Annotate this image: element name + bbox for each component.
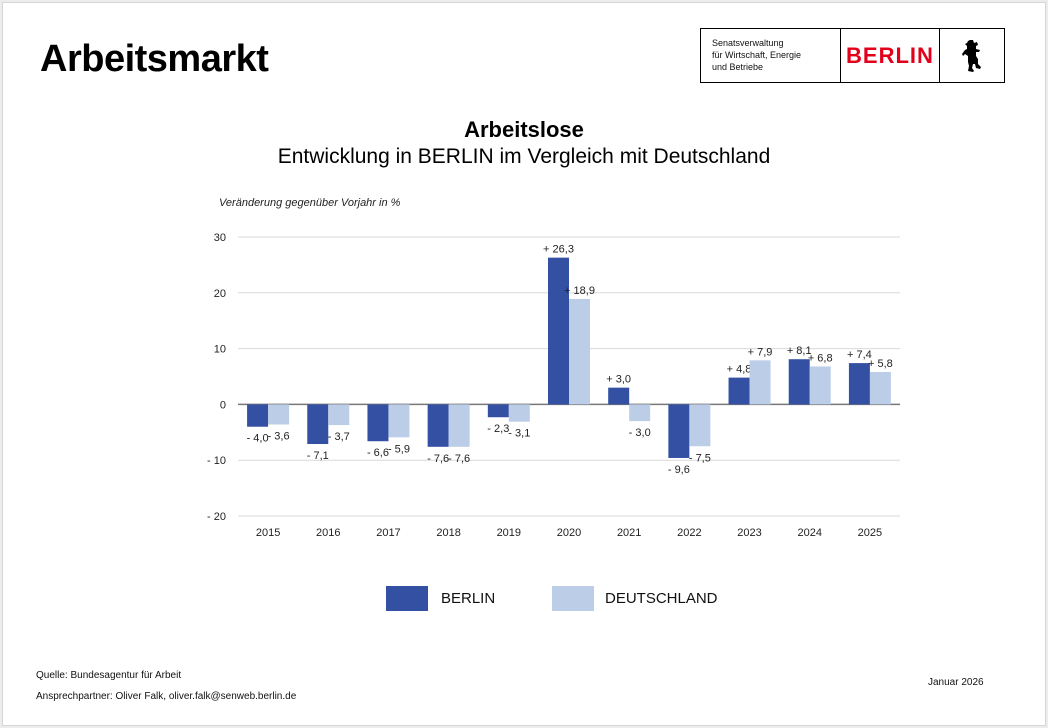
y-tick-label: 0 <box>220 399 226 411</box>
bar-deutschland <box>629 404 651 422</box>
data-label: + 18,9 <box>564 285 595 297</box>
x-tick-label: 2015 <box>256 527 280 539</box>
chart-title: Arbeitslose <box>464 117 584 142</box>
data-label: - 7,1 <box>307 450 329 462</box>
data-label: - 7,5 <box>689 452 711 464</box>
x-tick-label: 2017 <box>376 527 400 539</box>
chart-legend: BERLIN DEUTSCHLAND <box>386 586 718 611</box>
data-label: + 7,4 <box>847 349 872 361</box>
bar-berlin <box>367 404 389 442</box>
chart-subtitle: Entwicklung in BERLIN im Vergleich mit D… <box>277 145 771 168</box>
logo-org-line: für Wirtschaft, Energie <box>712 50 802 60</box>
x-tick-label: 2016 <box>316 527 340 539</box>
bar-deutschland <box>328 404 350 426</box>
data-label: - 9,6 <box>668 464 690 476</box>
bar-berlin <box>728 377 750 405</box>
data-label: + 7,9 <box>748 346 773 358</box>
data-label: - 3,7 <box>328 431 350 443</box>
y-axis-label: Veränderung gegenüber Vorjahr in % <box>219 197 401 209</box>
y-tick-label: - 10 <box>207 455 226 467</box>
x-tick-label: 2018 <box>436 527 460 539</box>
bar-deutschland <box>749 360 771 405</box>
berlin-bear-icon <box>940 29 1004 82</box>
bar-deutschland <box>448 404 470 447</box>
bar-berlin <box>487 404 509 418</box>
bar-deutschland <box>809 366 831 405</box>
data-label: + 26,3 <box>543 244 574 256</box>
x-tick-label: 2020 <box>557 527 581 539</box>
bar-deutschland <box>569 298 590 405</box>
bar-deutschland <box>388 404 410 438</box>
data-label: + 5,8 <box>868 358 893 370</box>
senate-logo: Senatsverwaltung für Wirtschaft, Energie… <box>700 28 1005 83</box>
data-label: + 3,0 <box>606 374 631 386</box>
publication-date: Januar 2026 <box>928 677 984 688</box>
data-label: - 3,1 <box>508 428 530 440</box>
y-tick-label: 20 <box>214 288 226 300</box>
data-label: + 8,1 <box>787 345 812 357</box>
y-tick-label: - 20 <box>207 511 226 523</box>
bar-berlin <box>307 404 329 445</box>
legend-swatch-berlin <box>386 586 428 611</box>
data-label: - 2,3 <box>487 423 509 435</box>
data-label: - 7,6 <box>427 453 449 465</box>
logo-org-name: Senatsverwaltung für Wirtschaft, Energie… <box>701 29 841 82</box>
data-label: - 5,9 <box>388 443 410 455</box>
logo-wordmark: BERLIN <box>841 29 940 82</box>
legend-label-berlin: BERLIN <box>441 590 496 607</box>
bar-deutschland <box>268 404 290 425</box>
bar-deutschland <box>869 372 891 405</box>
data-label: - 3,6 <box>268 430 290 442</box>
data-label: - 7,6 <box>448 453 470 465</box>
source-note: Quelle: Bundesagentur für Arbeit <box>36 670 182 681</box>
bar-berlin <box>247 404 269 427</box>
bar-berlin <box>848 363 870 405</box>
logo-org-line: Senatsverwaltung <box>712 38 784 48</box>
x-tick-label: 2019 <box>497 527 521 539</box>
page-title: Arbeitsmarkt <box>40 38 269 80</box>
y-tick-label: 30 <box>214 232 226 244</box>
bar-berlin <box>608 387 630 405</box>
x-tick-label: 2022 <box>677 527 701 539</box>
data-label: + 6,8 <box>808 352 833 364</box>
data-label: - 6,6 <box>367 447 389 459</box>
y-tick-label: 10 <box>214 344 226 356</box>
bar-berlin <box>668 404 690 458</box>
x-tick-label: 2021 <box>617 527 641 539</box>
bar-berlin <box>548 257 569 405</box>
bar-deutschland <box>689 404 711 447</box>
x-tick-label: 2024 <box>797 527 821 539</box>
legend-label-deutschland: DEUTSCHLAND <box>605 590 718 607</box>
x-tick-label: 2023 <box>737 527 761 539</box>
bar-deutschland <box>508 404 530 422</box>
logo-org-line: und Betriebe <box>712 62 764 72</box>
data-label: - 4,0 <box>247 433 269 445</box>
x-tick-label: 2025 <box>858 527 882 539</box>
bar-berlin <box>427 404 449 447</box>
data-label: - 3,0 <box>629 427 651 439</box>
contact-note: Ansprechpartner: Oliver Falk, oliver.fal… <box>36 691 297 702</box>
legend-swatch-deutschland <box>552 586 594 611</box>
data-label: + 4,8 <box>727 364 752 376</box>
bar-berlin <box>788 359 810 405</box>
